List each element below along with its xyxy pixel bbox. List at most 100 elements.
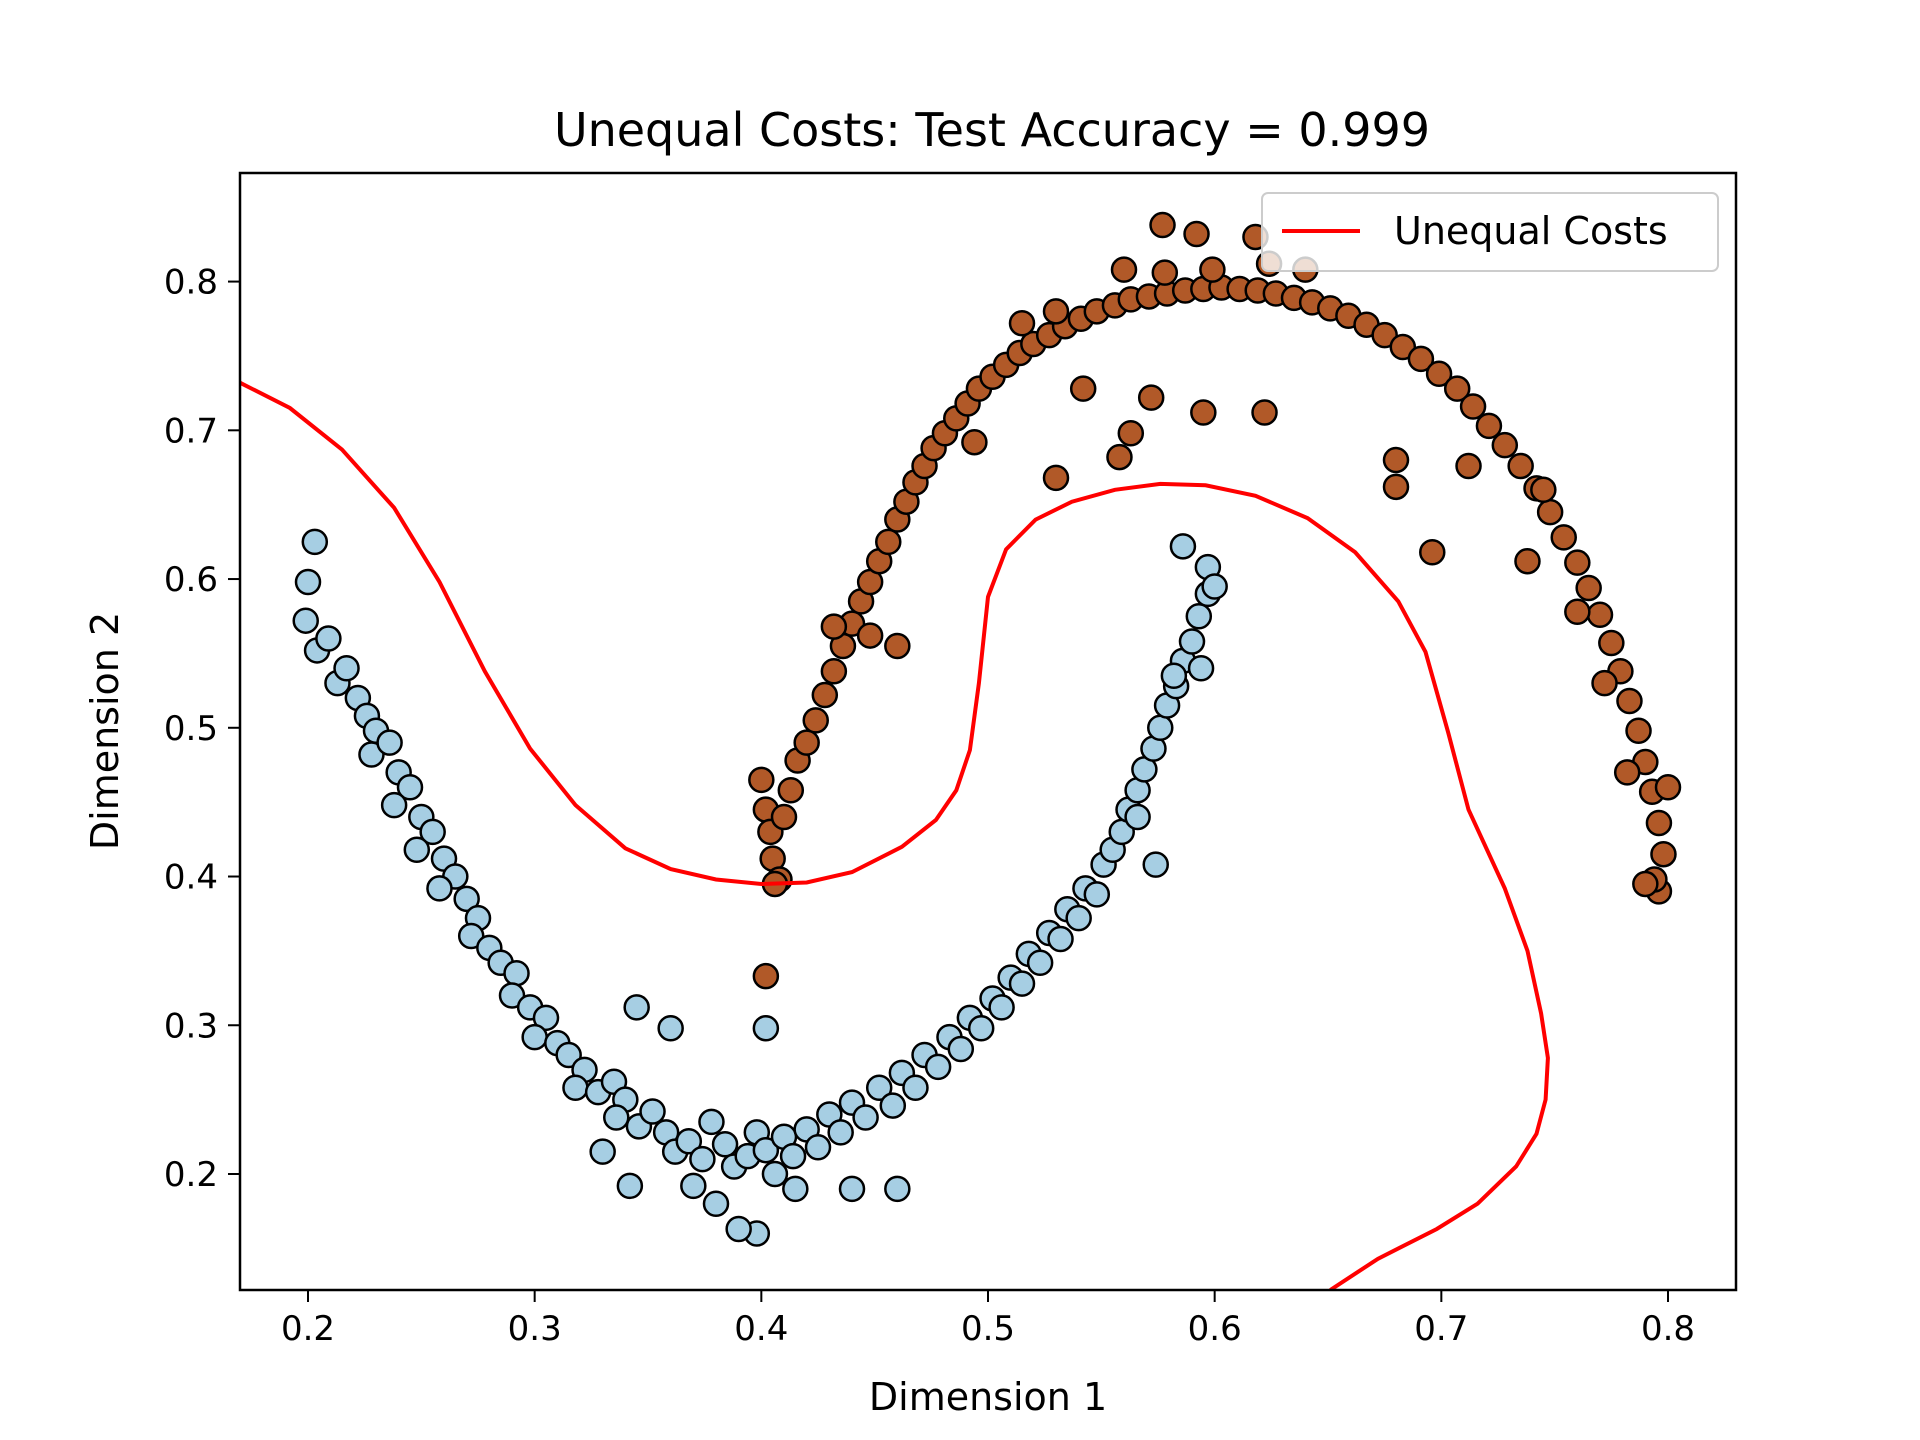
data-point-class-0 <box>1142 851 1169 878</box>
x-tick-label: 0.4 <box>734 1309 788 1349</box>
data-point-class-1 <box>1616 687 1643 715</box>
data-point-class-0 <box>358 741 385 768</box>
data-point-class-0 <box>589 1138 616 1165</box>
data-point-class-0 <box>711 1130 739 1158</box>
data-point-class-0 <box>779 1142 807 1170</box>
x-tick-label: 0.2 <box>281 1309 335 1349</box>
data-point-class-0 <box>1169 533 1197 560</box>
data-point-class-0 <box>503 959 530 987</box>
data-point-class-1 <box>1491 431 1519 459</box>
x-tick-label: 0.8 <box>1641 1309 1695 1349</box>
data-point-class-1 <box>1251 399 1278 426</box>
data-point-class-1 <box>1371 321 1398 349</box>
data-point-class-0 <box>315 625 342 652</box>
x-axis-ticks: 0.2 0.3 0.4 0.5 0.6 0.7 0.8 <box>281 1290 1695 1349</box>
data-point-class-0 <box>396 774 424 801</box>
data-point-class-0 <box>752 1014 780 1042</box>
data-point-class-0 <box>419 818 446 846</box>
data-point-class-0 <box>761 1160 789 1188</box>
data-point-class-1 <box>1455 452 1482 480</box>
data-point-class-0 <box>967 1014 995 1042</box>
data-point-class-1 <box>1389 333 1417 361</box>
data-point-class-1 <box>820 613 848 640</box>
data-point-class-1 <box>1407 345 1435 373</box>
data-point-class-0 <box>616 1172 644 1200</box>
data-point-class-1 <box>793 729 820 756</box>
data-point-class-0 <box>1201 573 1228 600</box>
data-point-class-1 <box>1069 375 1097 402</box>
data-point-class-0 <box>879 1092 907 1119</box>
x-tick-label: 0.3 <box>508 1309 562 1349</box>
data-point-class-1 <box>1591 669 1618 697</box>
data-point-class-1 <box>1382 446 1410 474</box>
data-point-class-1 <box>856 622 884 649</box>
data-points <box>292 211 1682 1247</box>
y-tick-label: 0.4 <box>164 858 218 898</box>
data-point-class-0 <box>1026 949 1054 977</box>
chart-title: Unequal Costs: Test Accuracy = 0.999 <box>554 103 1430 157</box>
data-point-class-0 <box>639 1098 666 1125</box>
data-point-class-0 <box>884 1175 911 1203</box>
y-tick-label: 0.2 <box>164 1155 218 1195</box>
y-tick-label: 0.7 <box>164 411 218 451</box>
data-point-class-1 <box>1598 629 1625 657</box>
data-point-class-0 <box>521 1023 548 1051</box>
data-point-class-1 <box>1625 717 1652 745</box>
data-point-class-1 <box>1106 443 1133 471</box>
data-point-class-1 <box>770 803 798 831</box>
data-point-class-0 <box>301 528 329 556</box>
x-tick-label: 0.5 <box>961 1309 1015 1349</box>
data-point-class-1 <box>875 528 902 556</box>
data-point-class-1 <box>1550 524 1577 551</box>
data-point-class-0 <box>426 875 453 902</box>
data-point-class-0 <box>702 1190 730 1217</box>
data-point-class-1 <box>1425 360 1453 388</box>
data-point-class-1 <box>1613 759 1641 786</box>
y-tick-label: 0.3 <box>164 1006 218 1046</box>
data-point-class-0 <box>1185 602 1213 630</box>
data-point-class-0 <box>498 982 526 1009</box>
y-tick-label: 0.5 <box>164 709 218 749</box>
data-point-class-1 <box>1514 547 1541 575</box>
data-point-class-1 <box>811 681 839 709</box>
data-point-class-1 <box>1382 473 1410 501</box>
data-point-class-1 <box>1507 452 1534 480</box>
data-point-class-1 <box>1632 870 1659 898</box>
data-point-class-1 <box>1419 539 1446 566</box>
boundary-line <box>240 380 1550 1290</box>
data-point-class-0 <box>947 1035 975 1063</box>
data-point-class-0 <box>562 1074 589 1101</box>
data-point-class-0 <box>1187 655 1215 682</box>
data-point-class-1 <box>1443 375 1471 402</box>
data-point-class-1 <box>1008 309 1036 337</box>
data-point-class-0 <box>698 1108 725 1136</box>
data-point-class-0 <box>380 791 408 819</box>
data-point-class-0 <box>1160 662 1188 689</box>
data-point-class-1 <box>752 962 780 990</box>
data-point-class-1 <box>748 766 775 794</box>
data-point-class-1 <box>777 777 805 804</box>
data-point-class-0 <box>689 1145 716 1173</box>
data-point-class-1 <box>1042 464 1070 492</box>
data-point-class-0 <box>532 1004 560 1032</box>
data-point-class-1 <box>1475 412 1503 440</box>
data-point-class-0 <box>376 729 403 756</box>
data-point-class-1 <box>802 707 829 734</box>
data-point-class-0 <box>1178 628 1206 655</box>
data-point-class-0 <box>457 922 485 950</box>
data-point-class-1 <box>1575 574 1602 602</box>
data-point-class-0 <box>902 1074 929 1101</box>
data-point-class-0 <box>852 1104 879 1131</box>
data-point-class-0 <box>804 1133 832 1161</box>
data-point-class-0 <box>333 655 360 682</box>
y-tick-label: 0.8 <box>164 263 218 303</box>
legend-label: Unequal Costs <box>1394 209 1668 253</box>
data-point-class-1 <box>1117 420 1145 447</box>
data-point-class-1 <box>1654 774 1682 801</box>
data-point-class-1 <box>1199 256 1226 283</box>
data-point-class-0 <box>675 1128 703 1155</box>
legend: Unequal Costs <box>1261 192 1719 272</box>
data-point-class-0 <box>623 994 650 1021</box>
y-axis-ticks: 0.2 0.3 0.4 0.5 0.6 0.7 0.8 <box>164 263 240 1195</box>
data-point-class-0 <box>292 607 319 634</box>
